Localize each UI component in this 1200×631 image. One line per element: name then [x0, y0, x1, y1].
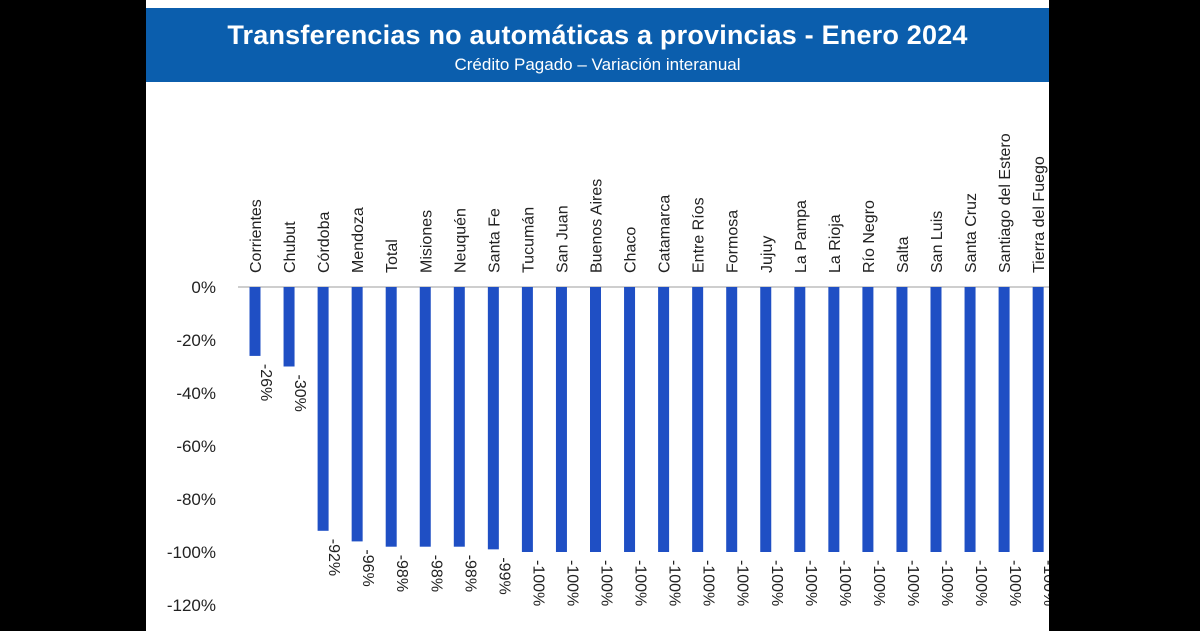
bar — [351, 287, 363, 542]
bar — [317, 287, 329, 531]
data-label: -26% — [257, 364, 274, 401]
data-label: -98% — [461, 555, 478, 592]
category-label: Catamarca — [657, 195, 674, 273]
data-label: -100% — [768, 560, 785, 606]
data-label: -100% — [938, 560, 955, 606]
category-label: Misiones — [418, 210, 435, 273]
category-label: Buenos Aires — [589, 179, 606, 273]
category-label: Mendoza — [350, 207, 367, 273]
category-label: Corrientes — [248, 199, 265, 273]
data-label: -100% — [734, 560, 751, 606]
category-label: Total — [384, 239, 401, 273]
bar — [760, 287, 772, 552]
category-label: Tierra del Fuego — [1031, 156, 1048, 273]
chart-title: Transferencias no automáticas a provinci… — [227, 20, 968, 50]
bar — [828, 287, 840, 552]
y-tick-label: -60% — [176, 437, 216, 456]
bar-chart: 0% -20% -40% -60% -80% -100% -120% Corrientes -2… — [167, 133, 1049, 615]
bar — [998, 287, 1010, 552]
category-label: Río Negro — [861, 200, 878, 273]
category-label: San Luis — [929, 211, 946, 273]
category-label: Córdoba — [316, 212, 333, 273]
category-label: Chaco — [623, 227, 640, 273]
data-label: -98% — [393, 555, 410, 592]
y-tick-label: -80% — [176, 490, 216, 509]
bar — [555, 287, 567, 552]
bar — [1032, 287, 1044, 552]
category-label: Santiago del Estero — [997, 133, 1014, 273]
bar — [658, 287, 670, 552]
data-label: -100% — [632, 560, 649, 606]
data-label: -100% — [802, 560, 819, 606]
bar — [419, 287, 431, 547]
category-label: San Juan — [554, 205, 571, 273]
y-tick-label: -40% — [176, 384, 216, 403]
bar — [896, 287, 908, 552]
category-label: Tucumán — [520, 207, 537, 273]
y-tick-label: 0% — [191, 278, 216, 297]
category-label: Neuquén — [452, 208, 469, 273]
bar — [964, 287, 976, 552]
bar — [862, 287, 874, 552]
category-label: Santa Fe — [486, 208, 503, 273]
chart-subtitle: Crédito Pagado – Variación interanual — [454, 55, 741, 74]
category-label: Salta — [895, 236, 912, 273]
data-label: -100% — [1040, 560, 1049, 606]
bar — [624, 287, 636, 552]
data-label: -100% — [563, 560, 580, 606]
bar — [453, 287, 465, 547]
data-label: -100% — [972, 560, 989, 606]
bar — [249, 287, 261, 356]
category-label: La Pampa — [793, 200, 810, 273]
bar — [521, 287, 533, 552]
data-label: -99% — [495, 557, 512, 594]
y-tick-label: -100% — [167, 543, 216, 562]
chart-panel: Transferencias no automáticas a provinci… — [146, 0, 1049, 631]
bar — [487, 287, 499, 550]
data-label: -100% — [666, 560, 683, 606]
data-label: -100% — [870, 560, 887, 606]
bar — [692, 287, 704, 552]
y-tick-label: -20% — [176, 331, 216, 350]
data-label: -100% — [700, 560, 717, 606]
bar — [726, 287, 738, 552]
bar — [283, 287, 295, 367]
data-label: -92% — [325, 539, 342, 576]
chart-header: Transferencias no automáticas a provinci… — [146, 8, 1049, 82]
category-label: Jujuy — [759, 236, 776, 273]
data-label: -100% — [904, 560, 921, 606]
data-label: -98% — [427, 555, 444, 592]
data-label: -100% — [529, 560, 546, 606]
category-label: Santa Cruz — [963, 193, 980, 273]
bar — [930, 287, 942, 552]
data-label: -96% — [359, 549, 376, 586]
bar — [590, 287, 601, 552]
bar — [794, 287, 806, 552]
category-label: Chubut — [282, 221, 299, 273]
data-label: -30% — [291, 375, 308, 412]
category-label: Entre Ríos — [691, 197, 708, 273]
y-tick-label: -120% — [167, 596, 216, 615]
data-label: -100% — [598, 560, 615, 606]
category-label: La Rioja — [827, 214, 844, 273]
data-label: -100% — [836, 560, 853, 606]
category-label: Formosa — [725, 210, 742, 273]
data-label: -100% — [1006, 560, 1023, 606]
bar — [385, 287, 397, 547]
